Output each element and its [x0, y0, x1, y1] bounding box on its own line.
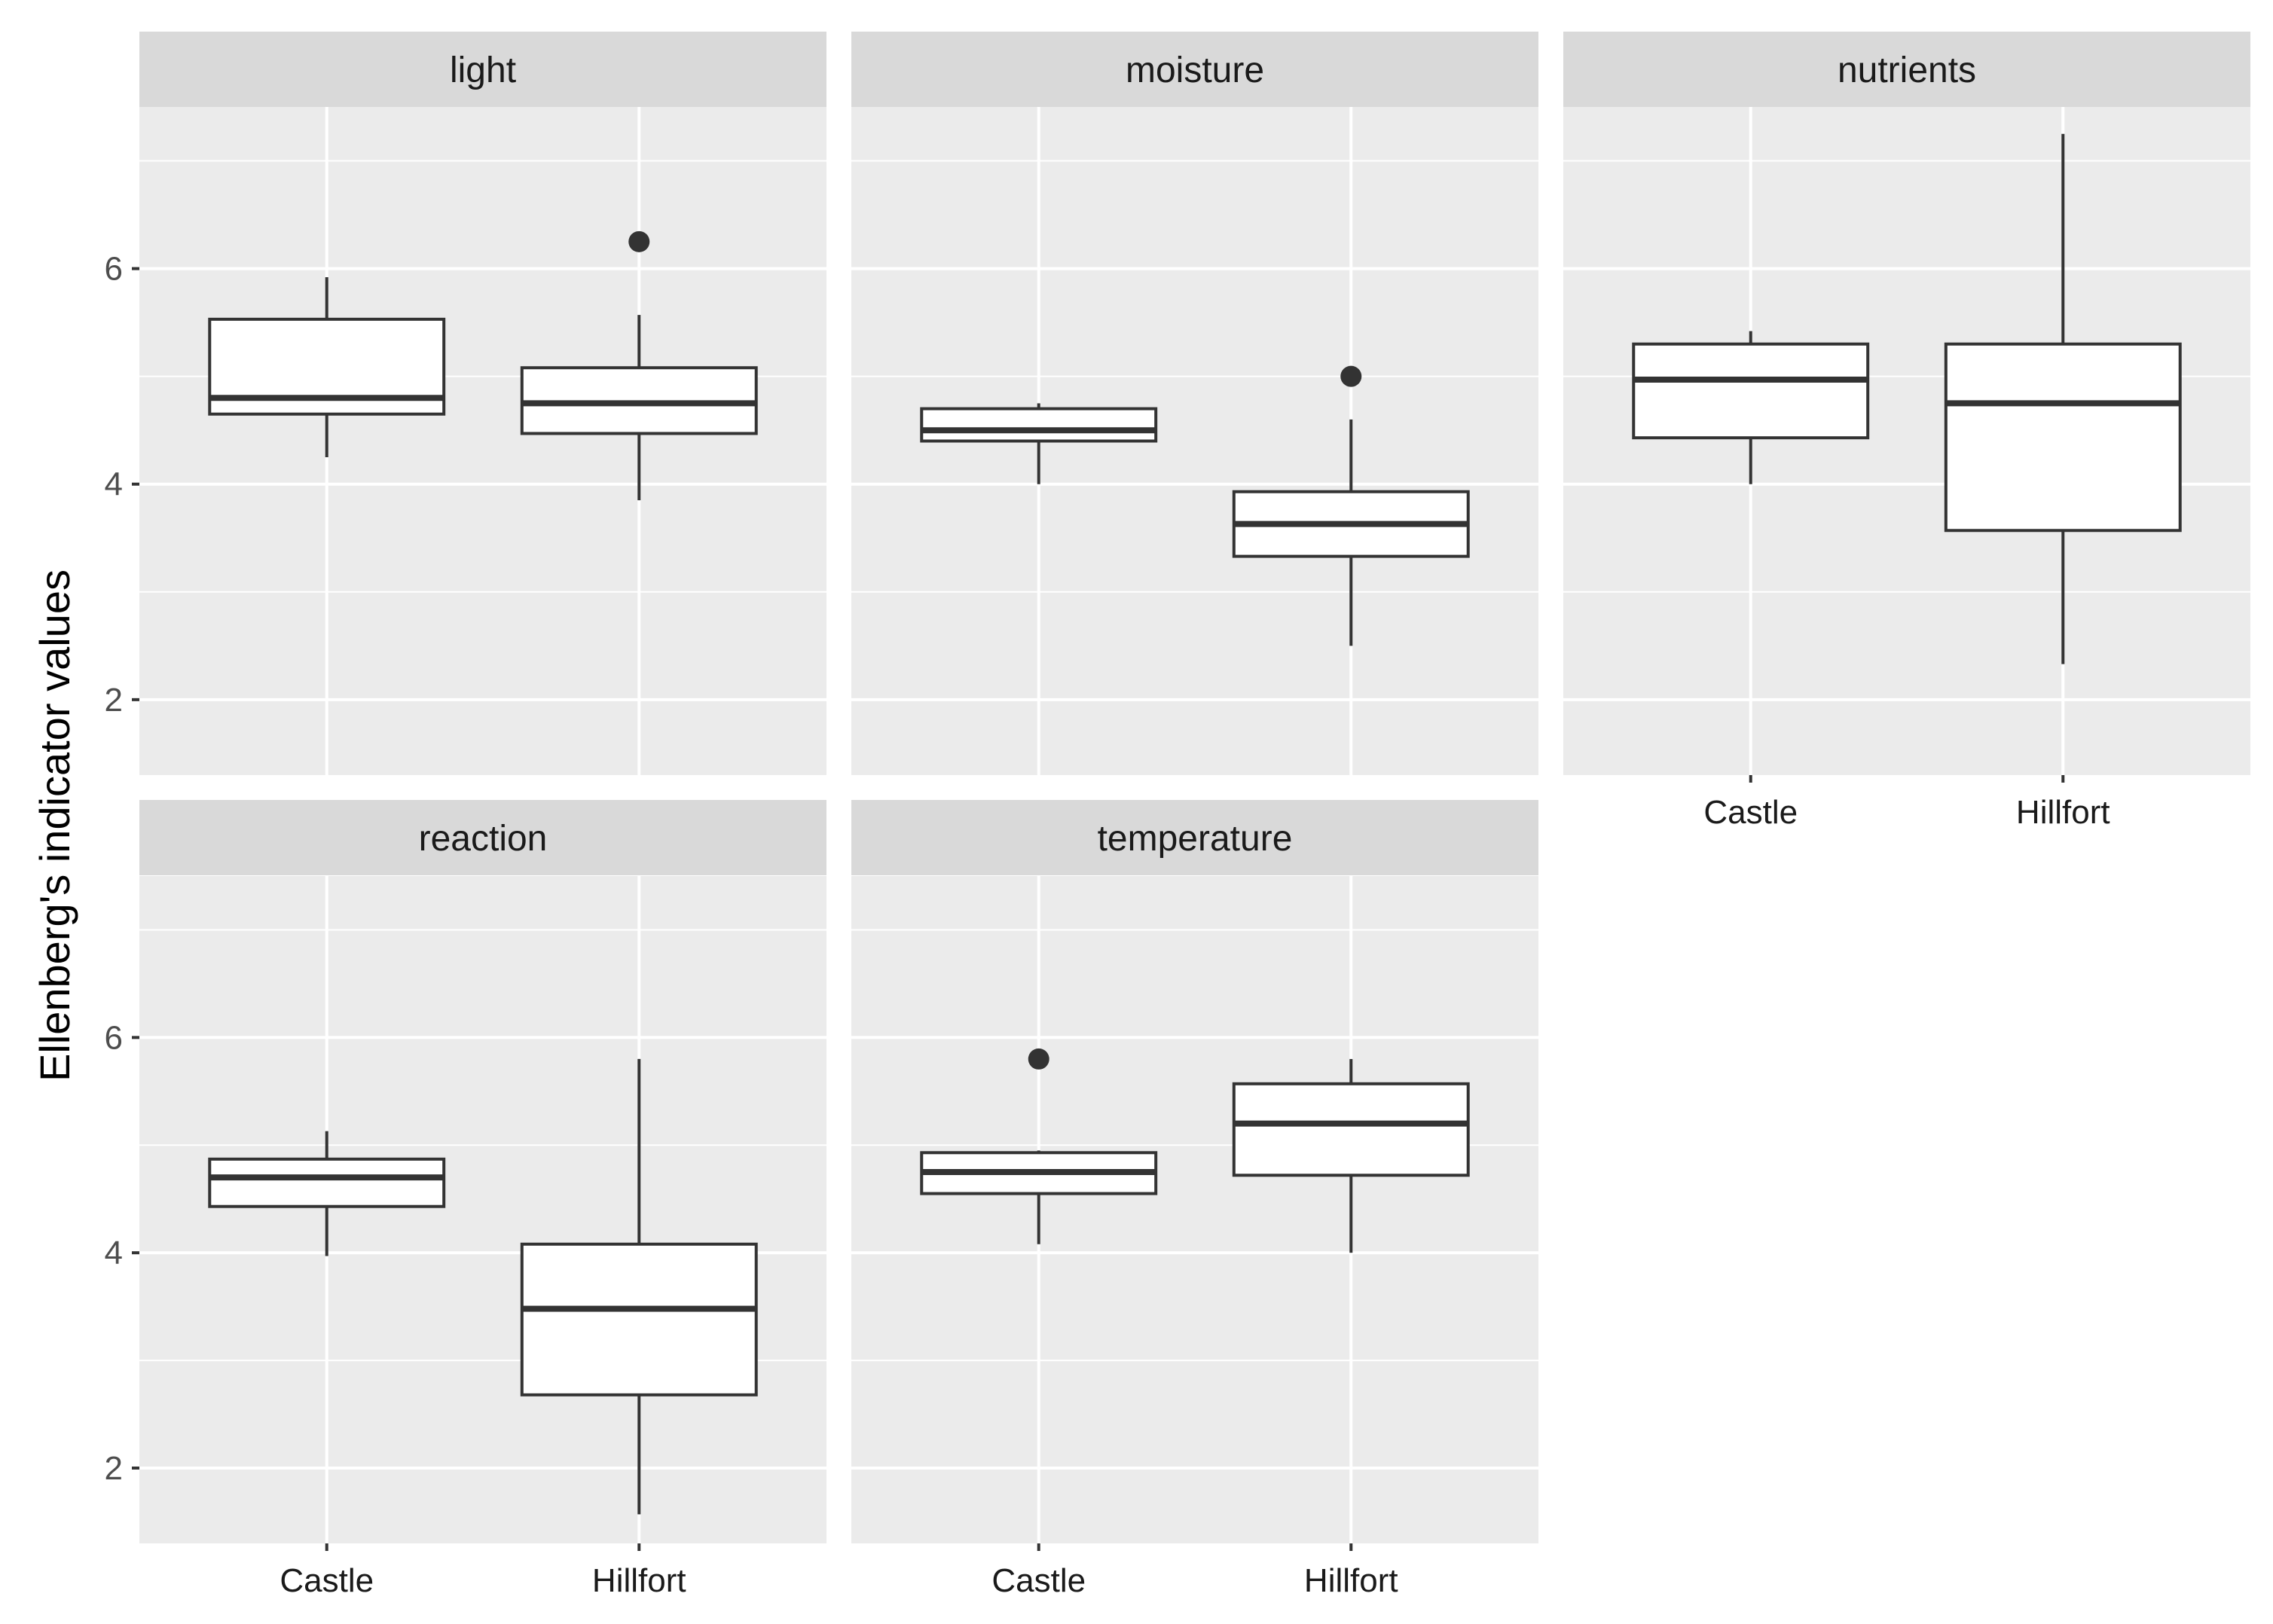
boxplot-moisture-castle — [920, 403, 1158, 484]
facet-panel-reaction: reaction 2 4 6 Castle Hillfort — [105, 800, 826, 1599]
x-tick-label: Castle — [991, 1562, 1086, 1599]
box-iqr — [520, 1242, 758, 1397]
facet-strip — [851, 32, 1538, 107]
facet-strip — [851, 800, 1538, 875]
boxplot-reaction-hillfort — [520, 1058, 758, 1515]
boxplot-light-hillfort — [520, 230, 758, 501]
y-tick-label: 6 — [105, 251, 123, 288]
box-outlier-point — [1340, 365, 1362, 387]
boxplot-temperature-castle — [920, 1048, 1158, 1244]
box-iqr — [920, 407, 1158, 443]
box-iqr — [1632, 342, 1870, 440]
boxplot-nutrients-hillfort — [1944, 133, 2182, 664]
boxplot-nutrients-castle — [1632, 331, 1870, 484]
y-tick-label: 4 — [105, 466, 123, 503]
facet-strip — [139, 800, 826, 875]
facet-strip-label: reaction — [419, 819, 548, 859]
y-tick-label: 4 — [105, 1235, 123, 1271]
boxplot-light-castle — [208, 277, 446, 457]
box-outlier-point — [628, 230, 650, 252]
y-tick-label: 2 — [105, 1450, 123, 1487]
boxplot-temperature-hillfort — [1232, 1058, 1470, 1253]
y-tick-label: 6 — [105, 1019, 123, 1056]
x-tick-label: Hillfort — [1304, 1562, 1398, 1599]
panel-background — [139, 107, 826, 775]
x-tick-label: Hillfort — [2016, 794, 2110, 831]
box-iqr — [1232, 1082, 1470, 1177]
x-tick-label: Castle — [280, 1562, 374, 1599]
boxplot-moisture-hillfort — [1232, 365, 1470, 646]
box-iqr — [1944, 342, 2182, 533]
facet-strip-label: nutrients — [1838, 50, 1976, 90]
boxplot-reaction-castle — [208, 1131, 446, 1256]
facet-panel-temperature: temperature Castle Hillfort — [851, 800, 1538, 1599]
y-tick-label: 2 — [105, 682, 123, 719]
facet-strip — [1563, 32, 2250, 107]
x-tick-label: Hillfort — [592, 1562, 686, 1599]
facet-strip — [139, 32, 826, 107]
facet-strip-label: light — [450, 50, 516, 90]
facet-strip-label: moisture — [1126, 50, 1264, 90]
facet-strip-label: temperature — [1098, 819, 1293, 859]
facet-panel-moisture: moisture — [851, 32, 1538, 775]
box-iqr — [208, 1157, 446, 1208]
box-outlier-point — [1028, 1048, 1049, 1070]
facet-panel-nutrients: nutrients Castle Hillfort — [1563, 32, 2250, 831]
x-tick-label: Castle — [1703, 794, 1798, 831]
facet-panel-light: light 2 4 6 — [105, 32, 826, 775]
panel-background — [851, 876, 1538, 1543]
y-axis-label: Ellenberg's indicator values — [31, 569, 78, 1082]
panel-background — [139, 876, 826, 1543]
